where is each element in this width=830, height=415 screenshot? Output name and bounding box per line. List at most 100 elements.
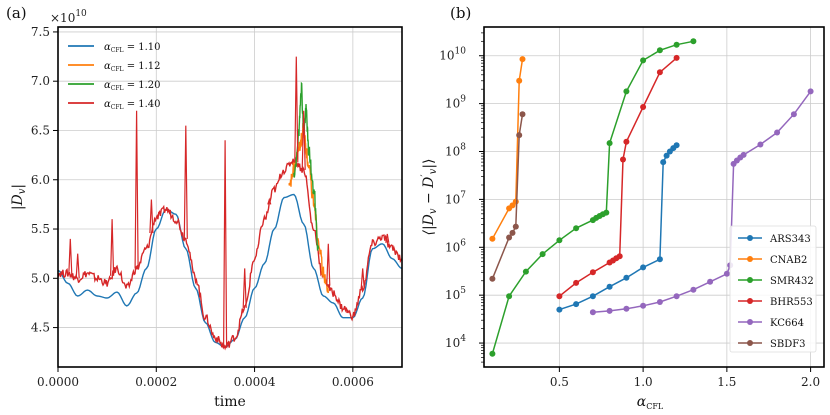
panel-b-point-smr432 (673, 41, 680, 48)
panel-b-ytick-label: 105 (445, 286, 466, 302)
panel-b-legend-marker (747, 319, 753, 325)
panel-b-legend-marker (747, 340, 753, 346)
panel-b-point-smr432 (603, 209, 610, 216)
panel-a-legend-label: αCFL = 1.12 (104, 61, 161, 73)
panel-b-point-smr432 (556, 237, 563, 244)
panel-b-ytick-label: 106 (445, 238, 466, 254)
panel-b-point-ars343 (623, 274, 630, 281)
panel-b-point-kc664 (723, 270, 730, 277)
panel-b-legend-label: CNAB2 (770, 255, 807, 266)
panel-a-gridlines (57, 27, 402, 367)
panel-a-xlabel: time (214, 394, 246, 410)
panel-b-point-kc664 (656, 299, 663, 305)
panel-b-point-kc664 (790, 111, 797, 118)
panel-b-ytick-label: 108 (445, 143, 466, 159)
panel-a-legend-label: αCFL = 1.10 (104, 42, 161, 54)
panel-a-ticks: 0.0000 0.0002 0.0004 0.0006 4.5 5.0 5.5 6.0 6.5 7… (31, 25, 374, 389)
panel-b-ytick-label: 109 (445, 95, 466, 111)
panel-b-point-bhr553 (616, 253, 623, 260)
panel-b-ytick-label: 1010 (439, 47, 466, 63)
panel-b-ytick-label: 104 (445, 334, 466, 350)
panel-a-ylabel: |Dv| (10, 184, 28, 210)
panel-a-spike (294, 56, 299, 163)
panel-b-point-kc664 (807, 88, 814, 95)
panel-a-label: (a) (6, 4, 27, 22)
panel-b-legend: ARS343 CNAB2 SMR432 BHR553 KC664 SBDF3 (729, 225, 817, 353)
panel-b-point-kc664 (707, 278, 714, 285)
panel-b-point-kc664 (589, 309, 596, 316)
panel-a-ytick-label: 5.5 (31, 222, 50, 236)
panel-b-point-smr432 (640, 57, 647, 64)
panel-a-spike (183, 125, 188, 239)
panel-a-line-2 (293, 81, 320, 251)
panel-a-ytick-label: 4.5 (31, 321, 50, 335)
panel-b-point-kc664 (640, 302, 647, 309)
panel-a-spike (301, 110, 306, 170)
panel-a-legend: αCFL = 1.10 αCFL = 1.12 αCFL = 1.20 αCFL = … (68, 42, 161, 111)
panel-b-point-sbdf3 (512, 223, 519, 230)
panel-b-point-kc664 (774, 129, 781, 136)
panel-b-legend-label: ARS343 (769, 234, 811, 245)
panel-b-point-bhr553 (623, 138, 630, 145)
panel-b-point-kc664 (623, 305, 630, 312)
panel-b-point-ars343 (663, 152, 670, 159)
panel-a-xtick-label: 0.0002 (135, 375, 177, 389)
panel-b-point-bhr553 (673, 54, 680, 61)
panel-a-xtick-label: 0.0004 (234, 375, 276, 389)
panel-b-point-kc664 (673, 293, 680, 300)
panel-a-legend-label: αCFL = 1.40 (104, 99, 161, 111)
panel-a-xtick-label: 0.0006 (332, 375, 374, 389)
panel-b-point-sbdf3 (516, 132, 523, 139)
panel-a-spike (385, 233, 390, 243)
panel-b-point-sbdf3 (509, 229, 516, 236)
panel-b-point-ars343 (556, 306, 563, 313)
panel-a-frame (57, 26, 403, 368)
panel-b-point-ars343 (589, 293, 596, 300)
panel-b-point-cnab2 (519, 56, 526, 63)
panel-b-point-sbdf3 (506, 234, 513, 241)
panel-b-ticks: 0.5 1.0 1.5 2.0 104 105 106 107 108 109 1010 (439, 32, 820, 389)
panel-b-frame (483, 26, 825, 368)
panel-a-series (58, 56, 402, 351)
panel-b-xtick-label: 2.0 (801, 375, 820, 389)
panel-a-offset-text: ×1010 (50, 9, 87, 25)
panel-b-point-bhr553 (620, 156, 626, 163)
panel-b-point-smr432 (690, 38, 697, 45)
panel-b-xtick-label: 1.0 (634, 375, 653, 389)
panel-a-ytick-label: 6.5 (31, 123, 50, 137)
panel-a-line-0 (58, 193, 402, 349)
panel-b-point-ars343 (673, 142, 680, 149)
panel-a-spike (360, 268, 365, 289)
panel-b-point-kc664 (757, 141, 764, 148)
panel-b-point-ars343 (606, 283, 613, 290)
panel-b-legend-label: SMR432 (770, 276, 814, 287)
panel-b-legend-label: KC664 (770, 318, 804, 329)
panel-b-point-smr432 (522, 268, 529, 275)
panel-b: (b) 0.5 1.0 1.5 2.0 104 105 106 107 108 109 1010 α… (420, 4, 825, 411)
panel-b-point-sbdf3 (489, 275, 496, 282)
panel-a-xtick-label: 0.0000 (37, 375, 79, 389)
panel-b-legend-label: BHR553 (770, 297, 813, 308)
panel-b-legend-marker (747, 256, 753, 262)
panel-b-point-smr432 (573, 225, 580, 232)
panel-b-legend-label: SBDF3 (770, 339, 806, 350)
panel-b-ytick-label: 107 (445, 190, 466, 206)
panel-a-ytick-label: 7.0 (31, 74, 50, 88)
panel-b-xlabel: αCFL (637, 394, 664, 411)
panel-a-spike (326, 243, 331, 286)
panel-b-point-smr432 (506, 293, 513, 300)
panel-b-point-bhr553 (589, 269, 596, 276)
panel-a-spike (134, 110, 139, 269)
panel-b-point-bhr553 (640, 104, 647, 110)
panel-b-point-ars343 (656, 256, 663, 263)
panel-a-spike (242, 268, 247, 308)
panel-a-spike (68, 238, 73, 275)
panel-a-spike (110, 219, 115, 276)
panel-b-xtick-label: 0.5 (550, 375, 569, 389)
panel-b-point-kc664 (690, 286, 697, 293)
panel-a-ytick-label: 7.5 (31, 25, 50, 39)
panel-b-ylabel: ⟨|Dv − D′v|⟩ (420, 158, 439, 235)
panel-b-point-bhr553 (573, 279, 580, 286)
panel-b-legend-marker (747, 298, 753, 304)
